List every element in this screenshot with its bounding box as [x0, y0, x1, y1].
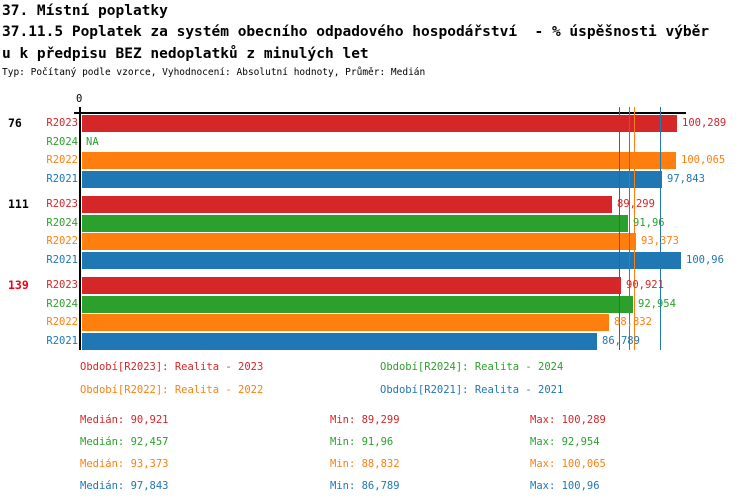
value-bar — [82, 295, 633, 313]
x-axis-line — [74, 112, 686, 114]
stat-median: Medián: 97,843 — [80, 480, 169, 492]
value-bar — [82, 233, 636, 250]
bar-value-label: 88,832 — [614, 316, 652, 328]
stat-max: Max: 92,954 — [530, 436, 600, 448]
group-label: 76 — [8, 116, 22, 130]
group-label: 139 — [8, 278, 29, 292]
value-bar — [82, 314, 609, 331]
bar-value-label: 91,96 — [633, 216, 665, 229]
legend-item: Období[R2024]: Realita - 2024 — [380, 361, 564, 373]
series-row-label: R2022 — [46, 235, 78, 247]
bar-value-label: 100,289 — [682, 117, 727, 129]
stat-min: Min: 89,299 — [330, 414, 400, 426]
bar-value-label: 89,299 — [617, 198, 655, 210]
series-row-label: R2023 — [46, 279, 78, 291]
bar-value-label: 100,96 — [686, 253, 724, 266]
value-bar — [82, 115, 677, 132]
legend-item: Období[R2021]: Realita - 2021 — [380, 384, 564, 396]
series-row-label: R2021 — [46, 334, 78, 347]
series-row-label: R2023 — [46, 198, 78, 210]
bar-value-label: 100,065 — [681, 154, 726, 166]
horizontal-bar-chart: 0 76 R2023 100,289 R2024 NA R2022 100,065 R2021… — [8, 93, 727, 350]
legend-item: Období[R2023]: Realita - 2023 — [80, 361, 264, 373]
median-marker-line — [634, 107, 635, 350]
group-label: 111 — [8, 197, 29, 211]
value-bar — [82, 170, 662, 188]
indicator-meta-line: Typ: Počítaný podle vzorce, Vyhodnocení:… — [2, 67, 426, 78]
median-marker-line — [619, 107, 620, 350]
series-row-label: R2021 — [46, 253, 78, 266]
axis-zero-tick-label: 0 — [76, 93, 83, 105]
bar-na-label: NA — [86, 135, 99, 148]
stat-min: Min: 91,96 — [330, 436, 394, 448]
series-row-label: R2021 — [46, 172, 78, 185]
value-bar — [82, 196, 612, 213]
y-axis-line — [79, 107, 81, 350]
stat-max: Max: 100,96 — [530, 480, 600, 492]
median-marker-line — [660, 107, 661, 350]
stat-median: Medián: 90,921 — [80, 414, 169, 426]
bar-value-label: 93,373 — [641, 235, 679, 247]
series-row-label: R2024 — [46, 135, 78, 148]
indicator-title-line2: u k předpisu BEZ nedoplatků z minulých l… — [2, 46, 369, 62]
value-bar — [82, 251, 681, 269]
bar-value-label: 92,954 — [638, 297, 676, 310]
series-row-label: R2024 — [46, 297, 78, 310]
median-marker-line — [629, 107, 630, 350]
stat-median: Medián: 92,457 — [80, 436, 169, 448]
series-row-label: R2022 — [46, 316, 78, 328]
series-row-label: R2022 — [46, 154, 78, 166]
bar-value-label: 90,921 — [626, 279, 664, 291]
stat-median: Medián: 93,373 — [80, 458, 169, 470]
stat-min: Min: 88,832 — [330, 458, 400, 470]
stat-max: Max: 100,289 — [530, 414, 606, 426]
indicator-title-line1: 37.11.5 Poplatek za systém obecního odpa… — [2, 24, 710, 40]
series-row-label: R2024 — [46, 216, 78, 229]
value-bar — [82, 332, 597, 350]
series-row-label: R2023 — [46, 117, 78, 129]
report-section-title: 37. Místní poplatky — [2, 3, 168, 19]
bar-value-label: 97,843 — [667, 172, 705, 185]
stat-min: Min: 86,789 — [330, 480, 400, 492]
value-bar — [82, 152, 676, 169]
value-bar — [82, 277, 621, 294]
bar-value-label: 86,789 — [602, 334, 640, 347]
stat-max: Max: 100,065 — [530, 458, 606, 470]
legend-item: Období[R2022]: Realita - 2022 — [80, 384, 264, 396]
value-bar — [82, 214, 628, 232]
